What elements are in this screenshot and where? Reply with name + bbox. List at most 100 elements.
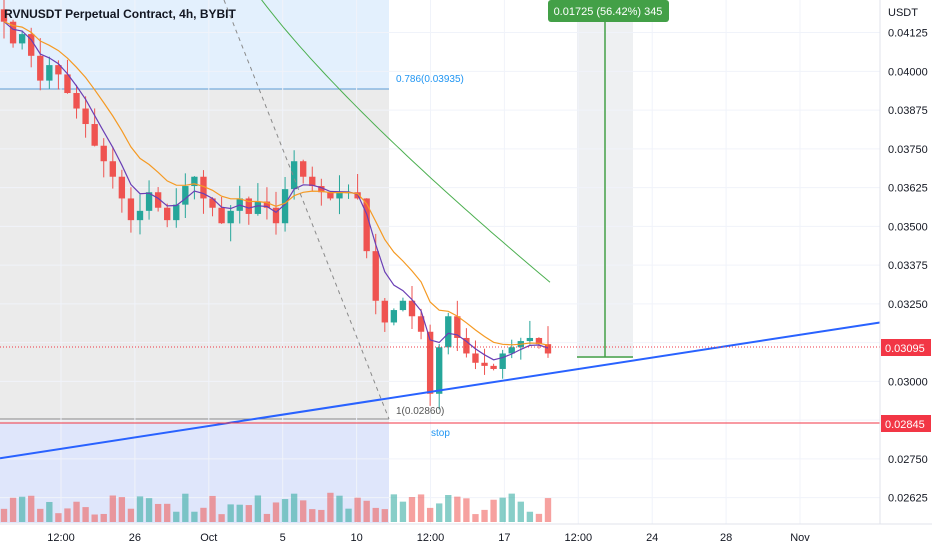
time-tick-label: Oct	[200, 532, 217, 544]
last-price-value: 0.03095	[885, 343, 925, 355]
candle	[164, 203, 171, 228]
volume-bar	[227, 504, 234, 522]
candle	[55, 60, 62, 90]
candle	[209, 197, 216, 217]
candle	[454, 300, 461, 352]
time-tick-label: 10	[350, 532, 362, 544]
volume-bar	[263, 513, 271, 522]
volume-bar	[18, 496, 26, 522]
candle	[200, 170, 207, 214]
candle	[46, 56, 53, 89]
time-ticks: 12:00 26 Oct 5 10 12:00 17 12:00 24 28 Nov	[47, 532, 810, 544]
volume-bar	[354, 497, 361, 522]
volume-bar	[290, 493, 298, 522]
volume-bar	[82, 507, 89, 522]
price-tick-label: 0.03375	[888, 260, 928, 272]
candle	[481, 348, 488, 375]
volume-bar	[136, 496, 144, 522]
price-tick-label: 0.03500	[888, 221, 928, 233]
candle	[227, 205, 234, 242]
volume-bar	[372, 507, 379, 522]
volume-bar	[118, 497, 126, 522]
candle	[109, 146, 116, 189]
volume-bar	[254, 495, 262, 522]
volume-bar	[363, 500, 370, 522]
volume-bar	[445, 495, 452, 522]
volume-bar	[544, 498, 552, 522]
candle	[100, 138, 107, 178]
volume-bar	[436, 503, 443, 522]
candle	[508, 339, 515, 359]
time-tick-label: 26	[129, 532, 141, 544]
currency-label: USDT	[888, 7, 918, 19]
candle	[18, 30, 26, 50]
volume-bar	[145, 498, 153, 522]
candle	[9, 19, 17, 48]
stop-label: stop	[431, 428, 450, 439]
ema-fast-line	[3, 21, 549, 361]
volume-bar	[245, 505, 252, 522]
price-tick-label: 0.03625	[888, 183, 928, 195]
ema-slow-line	[3, 21, 549, 346]
candle	[154, 187, 162, 212]
volume-bar	[55, 513, 62, 522]
volume-bar	[300, 500, 307, 522]
candle	[417, 308, 425, 340]
candle	[463, 328, 470, 358]
candle	[526, 320, 534, 345]
ma-long-line	[261, 0, 551, 283]
time-tick-label: Nov	[790, 532, 810, 544]
price-axis[interactable]: USDT 0.04125 0.04000 0.03875 0.03750 0.03625…	[879, 0, 932, 550]
price-tick-label: 0.03875	[888, 105, 928, 117]
volume-bar	[399, 501, 407, 522]
volume-bar	[64, 508, 71, 522]
candle	[118, 169, 126, 213]
volume-bar	[109, 495, 116, 522]
volume-bar	[281, 499, 289, 522]
time-tick-label: 24	[646, 532, 658, 544]
candle	[64, 59, 71, 94]
time-axis[interactable]: 12:00 26 Oct 5 10 12:00 17 12:00 24 28 Nov	[0, 523, 932, 550]
volume-bar	[417, 494, 425, 522]
candle	[363, 198, 370, 259]
support-trendline[interactable]	[0, 321, 881, 460]
volume-bar	[463, 498, 470, 522]
price-tick-label: 0.04000	[888, 66, 928, 78]
candle	[145, 180, 153, 220]
volume-bar	[46, 501, 53, 522]
candle	[290, 150, 298, 200]
candle	[191, 176, 198, 200]
candle	[372, 233, 379, 315]
volume-bar	[426, 507, 434, 522]
volume-bar	[218, 514, 225, 522]
candle	[309, 166, 316, 192]
price-tick-label: 0.02750	[888, 454, 928, 466]
time-tick-label: 12:00	[47, 532, 75, 544]
volume-bar	[9, 497, 17, 522]
candle	[173, 188, 180, 228]
volume-bar	[472, 514, 479, 522]
candle	[408, 285, 416, 329]
volume-bar	[526, 511, 534, 522]
candle	[263, 187, 271, 220]
candle	[318, 178, 325, 206]
candle	[490, 363, 497, 371]
price-tick-label: 0.03250	[888, 299, 928, 311]
fib-zone-lower	[0, 423, 389, 523]
volume-bar	[345, 508, 352, 522]
price-tick-label: 0.03000	[888, 376, 928, 388]
candle	[28, 27, 35, 68]
time-tick-label: 12:00	[565, 532, 593, 544]
stop-price-value: 0.02845	[885, 419, 925, 431]
price-tick-label: 0.03750	[888, 144, 928, 156]
candle	[136, 194, 144, 235]
price-tick-label: 0.04125	[888, 28, 928, 40]
stop-price-tag	[881, 415, 931, 432]
volume-bar	[28, 495, 35, 522]
time-tick-label: 17	[498, 532, 510, 544]
candle	[0, 0, 8, 39]
volume-bar	[200, 507, 207, 522]
candle	[399, 297, 407, 312]
candle	[254, 183, 262, 216]
